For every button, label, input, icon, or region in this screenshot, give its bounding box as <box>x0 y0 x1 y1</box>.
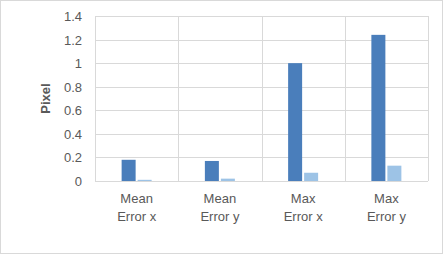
x-axis-line <box>95 181 428 182</box>
category-label: Mean Error x <box>117 191 157 224</box>
tick-label: 1.4 <box>64 9 82 24</box>
bar <box>371 35 385 181</box>
chart-frame <box>1 1 443 254</box>
tick-label: 0.6 <box>64 103 82 118</box>
label-line: Max <box>291 191 316 206</box>
category-separator <box>428 16 429 181</box>
tick-label: 1.2 <box>64 33 82 48</box>
grid-line <box>95 16 428 17</box>
tick-label: 0.8 <box>64 80 82 95</box>
tick-label: 0 <box>75 174 82 189</box>
label-line: Error y <box>367 209 407 224</box>
category-label: Max Error y <box>367 191 407 224</box>
label-line: Error x <box>284 209 324 224</box>
category-separator <box>95 16 96 181</box>
tick-label: 1 <box>75 56 82 71</box>
category-separator <box>262 16 263 181</box>
category-separator <box>345 16 346 181</box>
label-line: Error y <box>200 209 240 224</box>
bar <box>138 180 152 181</box>
bar <box>122 160 136 181</box>
y-axis-title: Pixel <box>38 83 53 113</box>
label-line: Error x <box>117 209 157 224</box>
label-line: Max <box>374 191 399 206</box>
category-label: Max Error x <box>284 191 324 224</box>
bar <box>304 173 318 181</box>
bar <box>205 161 219 181</box>
label-line: Mean <box>120 191 153 206</box>
bars <box>122 35 402 181</box>
chart: 0 0.2 0.4 0.6 0.8 1 1.2 1.4 Mean Error x Mean Error… <box>0 0 443 254</box>
category-label: Mean Error y <box>200 191 240 224</box>
tick-label: 0.2 <box>64 150 82 165</box>
label-line: Mean <box>204 191 237 206</box>
category-separator <box>178 16 179 181</box>
bar <box>288 63 302 181</box>
grid-line <box>95 181 428 182</box>
tick-label: 0.4 <box>64 127 82 142</box>
bar <box>221 179 235 181</box>
bar <box>387 166 401 181</box>
